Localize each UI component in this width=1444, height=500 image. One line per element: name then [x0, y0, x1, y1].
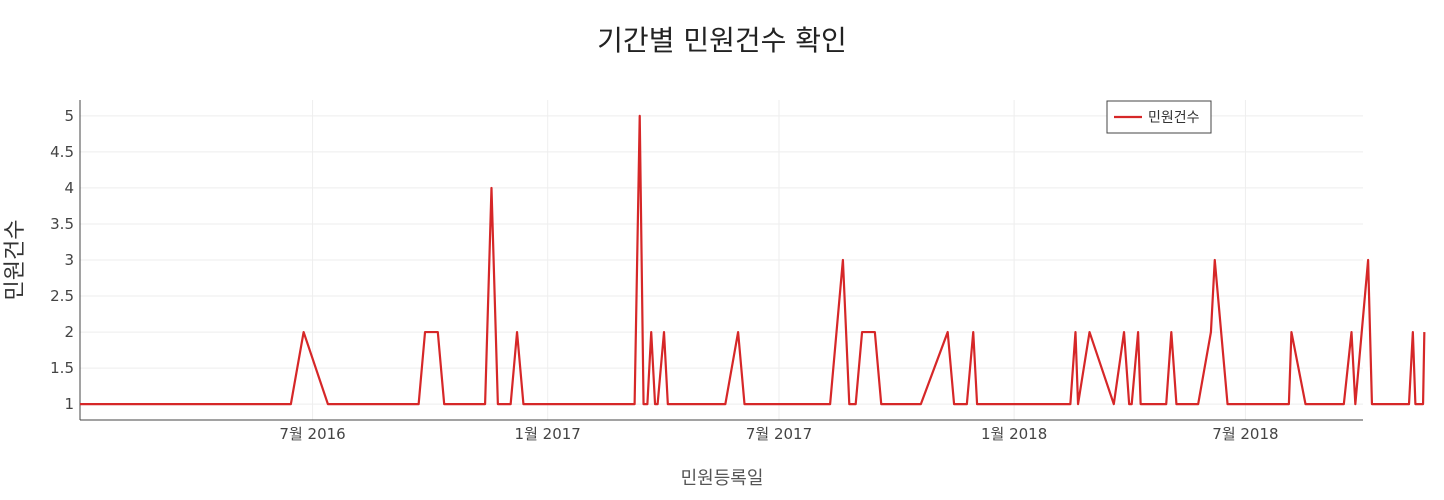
x-tick-label: 7월 2016 — [279, 425, 345, 443]
y-tick-label: 1 — [64, 395, 74, 413]
x-tick-label: 1월 2018 — [981, 425, 1047, 443]
chart-title: 기간별 민원건수 확인 — [597, 24, 847, 57]
y-tick-label: 3 — [64, 251, 74, 269]
axes — [79, 100, 1363, 421]
legend-label: 민원건수 — [1148, 110, 1200, 126]
x-tick-label: 1월 2017 — [515, 425, 581, 443]
x-axis-title: 민원등록일 — [681, 468, 764, 489]
y-tick-label: 2 — [64, 323, 74, 341]
y-tick-labels: 1 1.5 2 2.5 3 3.5 4 4.5 5 — [50, 107, 74, 413]
series-lines — [80, 114, 1426, 406]
y-tick-label: 4.5 — [50, 143, 74, 161]
x-tick-label: 7월 2018 — [1212, 425, 1278, 443]
y-tick-label: 4 — [64, 179, 74, 197]
series-line-0[interactable] — [80, 114, 1426, 406]
y-tick-label: 5 — [64, 107, 74, 125]
x-tick-label: 7월 2017 — [746, 425, 812, 443]
y-tick-label: 1.5 — [50, 359, 74, 377]
legend[interactable]: 민원건수 — [1106, 100, 1212, 134]
y-axis-title: 민원건수 — [3, 220, 28, 301]
y-tick-label: 2.5 — [50, 287, 74, 305]
x-tick-labels: 7월 2016 1월 2017 7월 2017 1월 2018 7월 2018 — [279, 425, 1278, 443]
y-tick-label: 3.5 — [50, 215, 74, 233]
grid-lines — [80, 100, 1363, 420]
